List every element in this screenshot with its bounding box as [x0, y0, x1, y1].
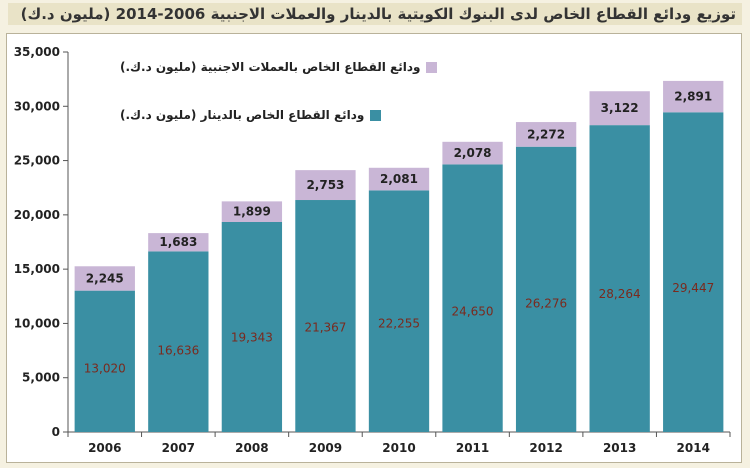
bar-dinar [368, 190, 430, 432]
bar-dinar [442, 164, 503, 432]
bar-dinar [663, 112, 724, 433]
bar-dinar [221, 221, 283, 432]
bar-foreign [515, 122, 577, 147]
x-tick-label: 2009 [309, 441, 342, 455]
bar-foreign [589, 91, 650, 126]
bar-dinar [589, 125, 650, 432]
data-label-dinar: 24,650 [452, 305, 494, 319]
bar-foreign [221, 201, 283, 222]
data-label-dinar: 22,255 [378, 316, 420, 330]
y-tick-label: 20,000 [14, 208, 60, 222]
data-label-foreign: 1,683 [159, 235, 197, 249]
y-tick-label: 5,000 [22, 371, 60, 385]
y-tick-label: 15,000 [14, 262, 60, 276]
bar-foreign [442, 141, 503, 165]
y-tick-label: 30,000 [14, 99, 60, 113]
bar-foreign [295, 170, 356, 201]
legend-swatch-foreign [426, 62, 438, 73]
legend-foreign: ودائع القطاع الخاص بالعملات الاجنبية (مل… [120, 60, 438, 74]
data-label-foreign: 2,081 [380, 172, 418, 186]
bar-dinar [295, 200, 356, 432]
legend-swatch-dinar [370, 110, 382, 121]
y-tick-label: 25,000 [14, 154, 60, 168]
bar-foreign [148, 233, 209, 252]
data-label-foreign: 2,753 [306, 178, 344, 192]
bar-dinar [148, 251, 209, 432]
x-tick-label: 2012 [529, 441, 562, 455]
x-tick-label: 2013 [603, 441, 636, 455]
data-label-dinar: 13,020 [84, 361, 126, 375]
data-label-foreign: 2,891 [674, 90, 712, 104]
data-label-foreign: 2,078 [454, 146, 492, 160]
x-tick-label: 2014 [677, 441, 710, 455]
data-label-foreign: 2,245 [86, 271, 124, 285]
x-tick-label: 2011 [456, 441, 489, 455]
chart-title: توزيع ودائع القطاع الخاص لدى البنوك الكو… [8, 3, 742, 25]
data-label-foreign: 2,272 [527, 127, 565, 141]
legend-label-foreign: ودائع القطاع الخاص بالعملات الاجنبية (مل… [120, 60, 421, 74]
bar-dinar [515, 146, 577, 432]
x-tick-label: 2010 [382, 441, 415, 455]
x-tick-label: 2008 [235, 441, 268, 455]
y-tick-label: 35,000 [14, 45, 60, 59]
x-tick-label: 2007 [162, 441, 195, 455]
bar-dinar [74, 290, 135, 432]
data-label-dinar: 26,276 [525, 297, 567, 311]
data-label-foreign: 3,122 [601, 101, 639, 115]
data-label-dinar: 16,636 [157, 344, 199, 358]
legend-label-dinar: ودائع القطاع الخاص بالدينار (مليون د.ك.) [120, 108, 365, 122]
data-label-foreign: 1,899 [233, 205, 271, 219]
bar-foreign [663, 80, 724, 113]
data-label-dinar: 19,343 [231, 330, 273, 344]
y-tick-label: 0 [52, 425, 60, 439]
legend-dinar: ودائع القطاع الخاص بالدينار (مليون د.ك.) [120, 108, 382, 122]
data-label-dinar: 28,264 [599, 287, 641, 301]
data-label-dinar: 29,447 [672, 281, 714, 295]
bar-foreign [74, 266, 135, 291]
data-label-dinar: 21,367 [304, 321, 346, 335]
bar-foreign [368, 167, 430, 191]
x-tick-label: 2006 [88, 441, 121, 455]
y-tick-label: 10,000 [14, 316, 60, 330]
